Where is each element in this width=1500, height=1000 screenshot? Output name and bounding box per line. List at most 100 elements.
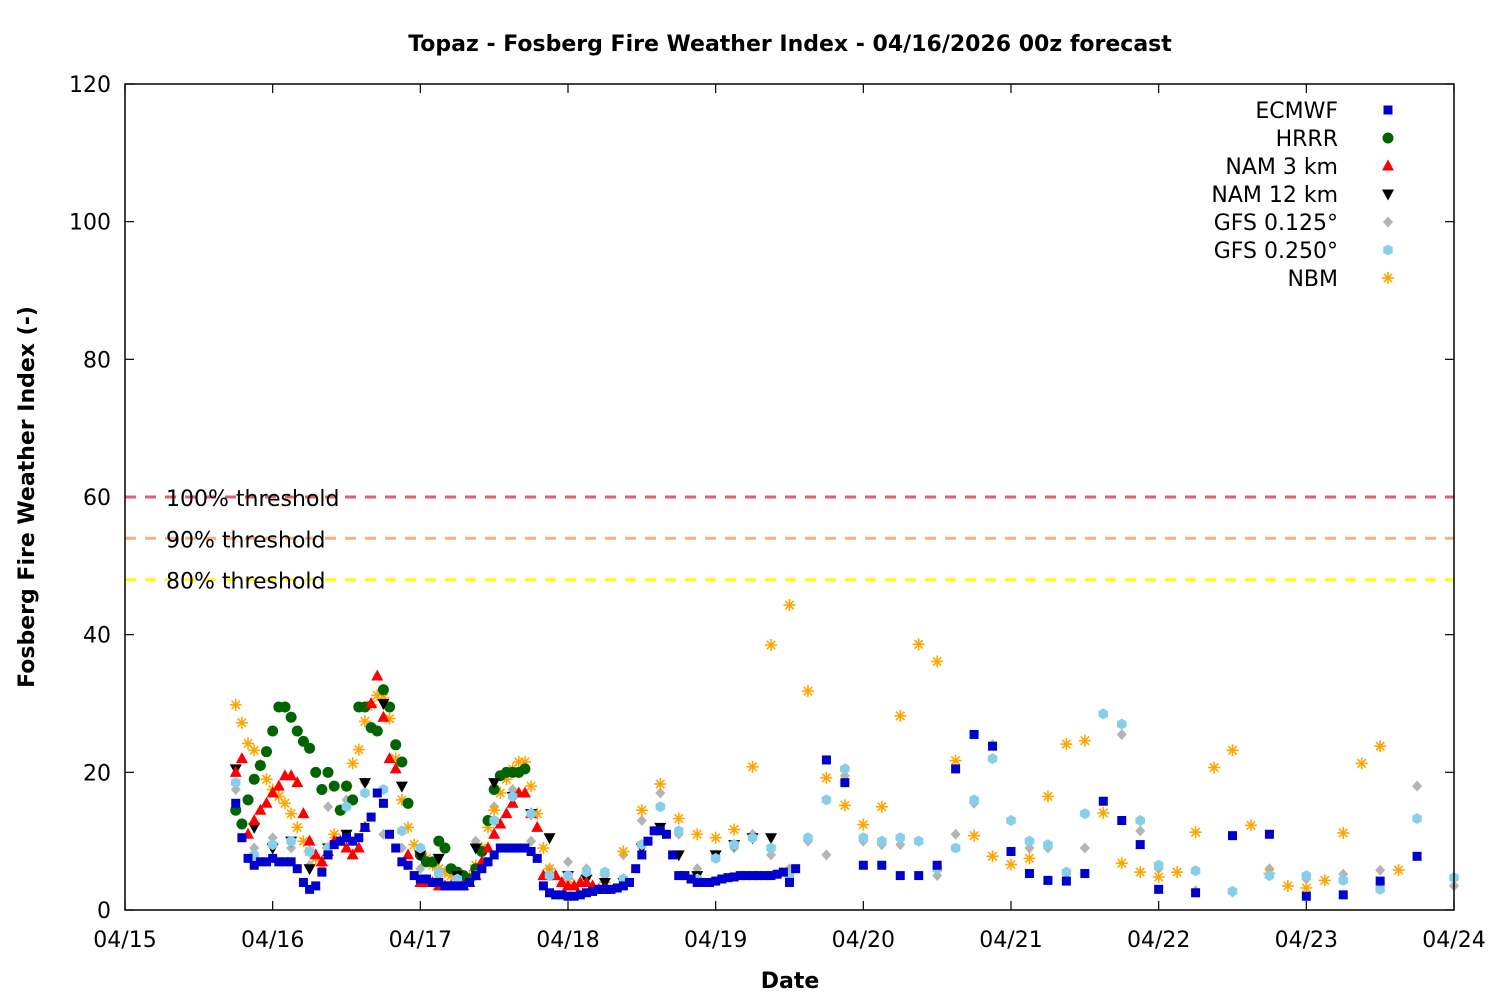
data-point (1264, 829, 1274, 839)
data-point (242, 794, 254, 806)
data-point (1301, 870, 1312, 882)
data-point (489, 815, 499, 827)
data-point (229, 765, 242, 777)
data-point (1281, 879, 1294, 892)
threshold-label: 80% threshold (166, 570, 326, 595)
data-point (691, 828, 704, 841)
data-point (274, 857, 284, 867)
data-point (377, 710, 390, 722)
data-point (877, 860, 887, 870)
data-point (335, 836, 345, 846)
data-point (1135, 825, 1146, 837)
data-point (950, 842, 961, 854)
data-point (415, 842, 426, 854)
data-point (551, 890, 561, 900)
data-point (260, 796, 273, 808)
data-point (1412, 780, 1423, 792)
data-point (346, 757, 359, 770)
data-point (1412, 851, 1422, 861)
data-point (1153, 859, 1164, 871)
data-point (1134, 866, 1147, 879)
data-point (1154, 884, 1164, 894)
data-point (686, 874, 696, 884)
data-point (434, 866, 444, 878)
data-point (1135, 840, 1145, 850)
data-point (580, 875, 593, 887)
data-point (267, 725, 279, 737)
data-point (894, 709, 907, 722)
data-point (439, 842, 451, 854)
data-point (969, 794, 979, 806)
data-point (895, 839, 906, 851)
data-point (285, 769, 298, 781)
y-tick-label: 0 (97, 899, 111, 924)
data-point (248, 822, 261, 834)
data-point (711, 876, 721, 886)
data-point (1227, 885, 1238, 897)
data-point (1191, 888, 1201, 898)
data-point (581, 888, 591, 898)
data-point (1006, 846, 1016, 856)
data-point (383, 752, 396, 764)
data-point (729, 872, 739, 882)
data-point (494, 817, 507, 829)
y-tick-label: 80 (83, 348, 111, 373)
x-tick-label: 04/23 (1275, 928, 1338, 953)
data-point (262, 857, 272, 867)
x-tick-label: 04/24 (1422, 928, 1485, 953)
data-point (1078, 734, 1091, 747)
data-point (1152, 870, 1165, 883)
legend-label: GFS 0.250° (1214, 239, 1338, 264)
data-point (280, 857, 290, 867)
data-point (285, 807, 298, 820)
data-point (518, 786, 531, 798)
data-point (1060, 738, 1073, 751)
data-point (525, 780, 538, 793)
data-point (402, 797, 414, 809)
data-point (875, 800, 888, 813)
data-point (741, 871, 751, 881)
data-point (272, 779, 285, 791)
data-point (951, 764, 961, 774)
data-point (371, 725, 383, 737)
data-point (1189, 826, 1202, 839)
data-point (391, 843, 401, 853)
data-point (895, 871, 905, 881)
chart-title: Topaz - Fosberg Fire Weather Index - 04/… (408, 32, 1172, 57)
data-point (538, 881, 548, 891)
data-point (248, 744, 261, 757)
data-point (526, 808, 536, 820)
data-point (748, 871, 758, 881)
data-point (801, 685, 814, 698)
data-point (1301, 891, 1311, 901)
legend-label: NAM 12 km (1211, 183, 1338, 208)
data-point (1117, 816, 1127, 826)
x-tick-label: 04/21 (979, 928, 1042, 953)
y-tick-label: 100 (69, 211, 111, 236)
data-point (735, 871, 745, 881)
data-point (588, 886, 598, 896)
data-point (563, 870, 573, 882)
x-tick-label: 04/15 (93, 928, 156, 953)
data-point (1375, 883, 1385, 895)
data-point (377, 699, 390, 710)
data-point (606, 884, 616, 894)
data-point (341, 780, 352, 792)
y-tick-label: 20 (83, 761, 111, 786)
data-point (612, 883, 622, 893)
data-point (785, 877, 794, 887)
data-point (352, 841, 365, 853)
data-point (482, 841, 495, 853)
data-point (778, 867, 788, 877)
data-points (229, 599, 1459, 901)
data-point (987, 753, 998, 765)
data-point (746, 760, 759, 773)
data-point (329, 840, 339, 850)
data-point (427, 856, 439, 868)
data-point (286, 835, 296, 847)
threshold-label: 90% threshold (166, 528, 326, 553)
data-point (471, 871, 481, 881)
data-point (1190, 865, 1201, 877)
data-point (434, 877, 444, 887)
y-tick-label: 60 (83, 486, 111, 511)
